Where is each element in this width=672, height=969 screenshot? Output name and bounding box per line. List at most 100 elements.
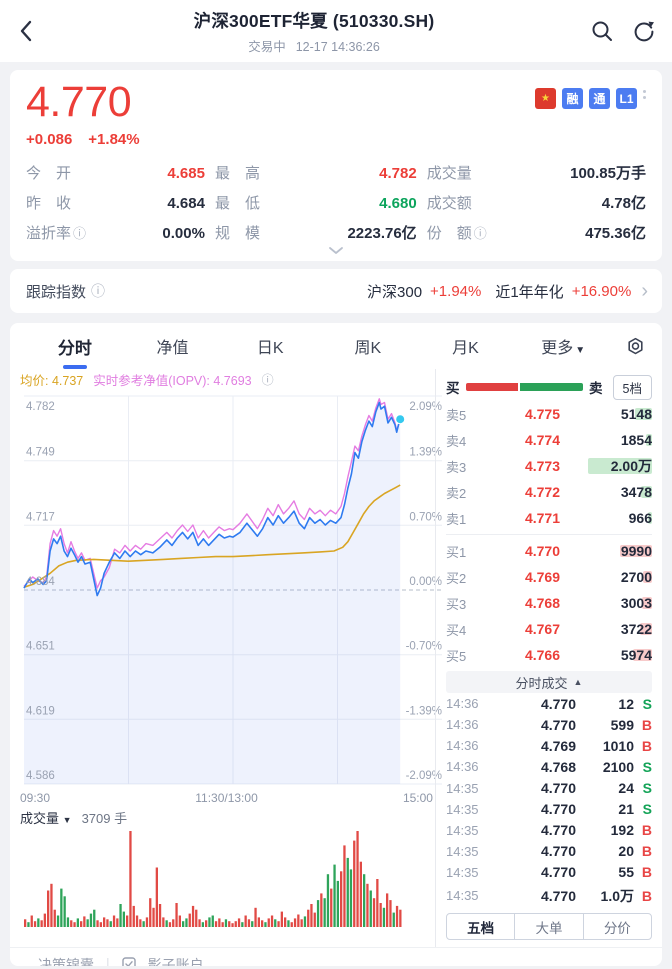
more-dots-icon[interactable]: [643, 88, 646, 99]
avg-price-label: 均价: 4.737: [20, 374, 84, 389]
chevron-right-icon: ›: [641, 280, 648, 303]
level-price: 4.771: [524, 510, 560, 527]
info-icon[interactable]: ⓘ: [91, 283, 106, 300]
tab-日K[interactable]: 日K: [256, 340, 284, 358]
tick-time: 14:36: [446, 717, 479, 733]
svg-text:2.09%: 2.09%: [409, 401, 442, 413]
back-button[interactable]: [16, 18, 56, 44]
bid-row[interactable]: 买3 4.768 3003: [446, 590, 652, 616]
five-level-button[interactable]: 5档: [612, 374, 652, 400]
level-price: 4.770: [524, 543, 560, 560]
checkbox-icon[interactable]: [121, 955, 136, 967]
info-icon[interactable]: ⓘ: [73, 226, 87, 242]
tab-分时[interactable]: 分时: [26, 328, 124, 365]
buy-label: 买: [446, 381, 460, 397]
stat-value: 4.684: [167, 195, 205, 213]
svg-text:4.749: 4.749: [26, 447, 55, 459]
tick-row: 14:35 4.770 21 S: [446, 801, 652, 817]
tab-更多[interactable]: 更多 ▼: [541, 340, 586, 358]
tong-connect-badge[interactable]: 通: [589, 88, 610, 109]
level-label: 卖3: [446, 459, 467, 475]
ask-row[interactable]: 卖3 4.773 2.00万: [446, 453, 652, 479]
level-label: 买4: [446, 622, 467, 638]
caret-down-icon: ▼: [575, 345, 586, 357]
level-qty: 966: [628, 510, 652, 527]
shadow-account-link[interactable]: 影子账户: [147, 957, 204, 967]
tick-time: 14:35: [446, 801, 479, 817]
info-icon[interactable]: ⓘ: [473, 226, 487, 242]
level-price: 4.769: [524, 569, 560, 586]
tick-time: 14:35: [446, 864, 479, 880]
qty-depth-bar: [643, 571, 652, 584]
level1-quote-badge[interactable]: L1: [616, 88, 637, 109]
back-chevron-icon: [16, 18, 38, 44]
price-change: +0.086: [26, 131, 73, 149]
ask-row[interactable]: 卖2 4.772 3478: [446, 479, 652, 505]
tab-周K[interactable]: 周K: [354, 340, 382, 358]
tab-净值[interactable]: 净值: [156, 340, 189, 358]
tracking-annual-label: 近1年年化: [495, 283, 564, 301]
tick-time: 14:35: [446, 780, 479, 796]
bottom-tab-分价[interactable]: 分价: [582, 914, 651, 940]
svg-text:0.00%: 0.00%: [409, 576, 442, 588]
ask-row[interactable]: 卖5 4.775 5148: [446, 401, 652, 427]
svg-text:4.586: 4.586: [26, 770, 55, 782]
volume-header: 成交量 ▼ 3709 手: [18, 807, 435, 828]
stat-value: 2223.76亿: [347, 225, 417, 243]
tick-side: B: [641, 843, 652, 860]
search-icon[interactable]: [590, 19, 614, 43]
qty-depth-bar: [642, 597, 652, 610]
svg-text:-2.09%: -2.09%: [406, 770, 442, 782]
cn-flag-badge[interactable]: ★: [535, 88, 556, 109]
sell-label: 卖: [589, 381, 603, 397]
stats-grid: 今 开 4.685 最 高 4.782 成交量 100.85万手昨 收 4.684 最 低 4.…: [26, 162, 646, 243]
qty-depth-bar: [588, 458, 652, 475]
tick-time: 14:35: [446, 822, 479, 838]
chart-settings-gear-icon[interactable]: [612, 336, 646, 357]
buy-sell-ratio-bar[interactable]: [465, 383, 584, 392]
bid-row[interactable]: 买4 4.767 3722: [446, 616, 652, 642]
svg-text:4.651: 4.651: [26, 641, 55, 653]
level-label: 卖5: [446, 407, 467, 423]
decision-tips-link[interactable]: 决策锦囊: [38, 957, 94, 967]
ask-list: 卖5 4.775 5148 卖4 4.774 1854 卖3 4.773 2.00万 卖2 4.77…: [446, 401, 652, 531]
order-book-panel: 买 卖 5档 卖5 4.775 5148 卖4 4.774 1854 卖3 4.773 2.00…: [435, 369, 662, 948]
qty-depth-bar: [620, 545, 652, 558]
stat-cell: 最 高 4.782: [215, 162, 417, 183]
bid-row[interactable]: 买2 4.769 2700: [446, 564, 652, 590]
level-qty: 5148: [620, 406, 652, 423]
bid-row[interactable]: 买5 4.766 5974: [446, 642, 652, 668]
bid-row[interactable]: 买1 4.770 9990: [446, 538, 652, 564]
ask-row[interactable]: 卖1 4.771 966: [446, 505, 652, 531]
info-icon[interactable]: ⓘ: [261, 373, 274, 388]
quote-card: 4.770 +0.086 +1.84% ★ 融通 L1 今 开 4.685 最 高 4.7…: [10, 70, 662, 262]
ask-row[interactable]: 卖4 4.774 1854: [446, 427, 652, 453]
stat-label: 成交量: [426, 165, 472, 183]
refresh-icon[interactable]: [632, 19, 656, 43]
bottom-tab-五档[interactable]: 五档: [467, 920, 495, 936]
ticks-header[interactable]: 分时成交 ▲: [446, 671, 652, 694]
level-price: 4.766: [524, 647, 560, 664]
rong-margin-badge[interactable]: 融: [562, 88, 583, 109]
intraday-chart[interactable]: 4.782 4.749 4.717 4.684 4.651 4.619 4.586 2.09%…: [18, 390, 449, 790]
tracking-row[interactable]: 跟踪指数 ⓘ 沪深300 +1.94% 近1年年化 +16.90% ›: [10, 269, 662, 314]
x-axis-label: 11:30/13:00: [195, 791, 258, 806]
level-qty: 2.00万: [574, 456, 652, 476]
tick-qty: 55: [618, 864, 634, 881]
stat-label: 成交额: [426, 195, 472, 213]
stat-value: 0.00%: [162, 225, 205, 243]
stat-cell: 溢折率 ⓘ 0.00%: [26, 222, 205, 243]
tick-price: 4.770: [540, 843, 576, 860]
tick-row: 14:36 4.770 12 S: [446, 696, 652, 712]
expand-chevron-icon[interactable]: [26, 243, 646, 257]
tick-qty: 2100: [602, 758, 634, 775]
volume-label[interactable]: 成交量 ▼: [20, 811, 72, 827]
tab-月K[interactable]: 月K: [452, 340, 479, 358]
tick-price: 4.770: [540, 864, 576, 881]
stat-label: 今 开: [26, 165, 72, 183]
bottom-tab-大单[interactable]: 大单: [514, 914, 582, 940]
toolbar-divider: |: [106, 955, 110, 967]
level-price: 4.774: [524, 432, 560, 449]
tick-qty: 20: [618, 843, 634, 860]
bid-list: 买1 4.770 9990 买2 4.769 2700 买3 4.768 3003 买4 4.767…: [446, 538, 652, 668]
